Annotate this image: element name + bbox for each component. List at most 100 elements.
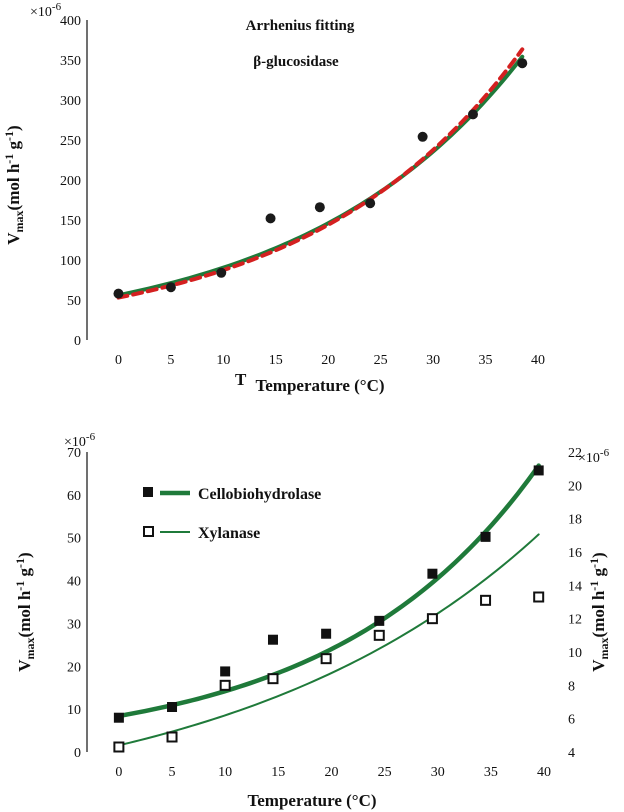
y2-tick-label: 12 <box>568 613 582 628</box>
y2-tick-label: 16 <box>568 546 582 561</box>
y-tick-label: 250 <box>60 134 81 149</box>
data-point-xylanase <box>373 629 385 641</box>
beta-glucosidase-panel: 0 50 100 150 200 250 300 350 400 0 5 10 15 20 25 30 35 4… <box>2 1 545 395</box>
x-axis-prefix: T <box>235 370 247 389</box>
x-tick-label: 0 <box>115 353 122 368</box>
y2-tick-label: 10 <box>568 646 582 661</box>
data-point-cellobiohydrolase <box>113 712 124 723</box>
y-axis-label: Vmax(mol h-1 g-1) <box>2 125 26 244</box>
y2-tick-label: 20 <box>568 479 582 494</box>
x-tick-label: 0 <box>115 765 122 780</box>
legend-marker-cellobiohydrolase <box>143 487 153 497</box>
data-point-cellobiohydrolase <box>321 628 332 639</box>
x-tick-label: 15 <box>269 353 283 368</box>
y2-tick-label: 4 <box>568 746 575 761</box>
data-points <box>113 465 545 753</box>
data-point-xylanase <box>267 673 279 685</box>
legend-label-cellobiohydrolase: Cellobiohydrolase <box>198 486 321 503</box>
y2-tick-labels: 4 6 8 10 12 14 16 18 20 22 <box>568 446 582 761</box>
data-point--glucosidase-data <box>216 267 227 278</box>
y-tick-label: 0 <box>74 746 81 761</box>
data-point-xylanase <box>320 653 332 665</box>
y2-multiplier: ×10-6 <box>578 447 610 466</box>
y2-tick-label: 18 <box>568 513 582 528</box>
x-axis-label: Temperature (°C) <box>247 791 376 810</box>
x-tick-label: 30 <box>431 765 445 780</box>
chart-title: Arrhenius fitting <box>246 18 355 34</box>
y-tick-label: 150 <box>60 214 81 229</box>
data-point--glucosidase-data <box>467 109 478 120</box>
data-point-cellobiohydrolase <box>427 568 438 579</box>
y-tick-label: 40 <box>67 575 81 590</box>
x-tick-label: 35 <box>479 353 493 368</box>
y-tick-label: 50 <box>67 532 81 547</box>
y-tick-label: 70 <box>67 446 81 461</box>
y-multiplier: ×10-6 <box>64 431 96 450</box>
y2-tick-label: 14 <box>568 579 582 594</box>
data-point-cellobiohydrolase <box>374 615 385 626</box>
y-tick-label: 300 <box>60 94 81 109</box>
x-tick-label: 10 <box>216 353 230 368</box>
y2-tick-label: 22 <box>568 446 582 461</box>
data-point-xylanase <box>480 594 492 606</box>
x-tick-label: 25 <box>378 765 392 780</box>
y-tick-labels: 0 10 20 30 40 50 60 70 <box>67 446 81 761</box>
y2-tick-label: 6 <box>568 713 575 728</box>
cellobiohydrolase-xylanase-panel: 0 10 20 30 40 50 60 70 4 6 8 10 12 14 16 18 20 22 0 5 10 15… <box>13 431 611 810</box>
x-tick-labels: 0 5 10 15 20 25 30 35 40 <box>115 765 551 780</box>
fit-line-fit-green <box>116 54 525 298</box>
data-point--glucosidase-data <box>417 131 428 142</box>
data-point--glucosidase-data <box>165 282 176 293</box>
data-point-cellobiohydrolase <box>533 465 544 476</box>
x-tick-label: 20 <box>324 765 338 780</box>
data-point--glucosidase-data <box>265 213 276 224</box>
x-axis-label: Temperature (°C) <box>255 376 384 395</box>
y-tick-label: 20 <box>67 660 81 675</box>
y-axis-label: Vmax(mol h-1 g-1) <box>13 552 37 671</box>
data-point-xylanase <box>533 591 545 603</box>
y2-axis-label: Vmax(mol h-1 g-1) <box>587 552 611 671</box>
data-point--glucosidase-data <box>113 288 124 299</box>
data-point-xylanase <box>426 613 438 625</box>
x-tick-label: 20 <box>321 353 335 368</box>
data-point-cellobiohydrolase <box>220 666 231 677</box>
data-point-xylanase <box>219 679 231 691</box>
y-multiplier: ×10-6 <box>30 1 62 20</box>
data-point--glucosidase-data <box>365 198 376 209</box>
x-tick-label: 35 <box>484 765 498 780</box>
y-tick-label: 400 <box>60 14 81 29</box>
legend-marker-xylanase <box>143 526 154 537</box>
fit-curves <box>116 463 541 747</box>
legend-label-xylanase: Xylanase <box>198 525 260 542</box>
y-tick-label: 200 <box>60 174 81 189</box>
x-tick-label: 30 <box>426 353 440 368</box>
y-tick-label: 0 <box>74 334 81 349</box>
y-tick-label: 100 <box>60 254 81 269</box>
data-points <box>113 58 528 299</box>
data-point--glucosidase-data <box>517 58 528 69</box>
x-tick-label: 10 <box>218 765 232 780</box>
x-tick-label: 40 <box>531 353 545 368</box>
y2-tick-label: 8 <box>568 679 575 694</box>
data-point-xylanase <box>166 731 178 743</box>
chart-subtitle: β-glucosidase <box>253 54 339 70</box>
legend: Cellobiohydrolase Xylanase <box>143 486 321 542</box>
y-tick-labels: 0 50 100 150 200 250 300 350 400 <box>60 14 81 349</box>
fit-curves <box>116 47 525 300</box>
data-point-cellobiohydrolase <box>167 702 178 712</box>
data-point--glucosidase-data <box>314 202 325 213</box>
data-point-xylanase <box>113 741 125 753</box>
x-tick-label: 15 <box>271 765 285 780</box>
data-point-cellobiohydrolase <box>267 634 278 645</box>
fit-line-cellobiohydrolase-fit <box>116 463 541 719</box>
x-tick-label: 25 <box>374 353 388 368</box>
y-tick-label: 10 <box>67 703 81 718</box>
fit-line-fit-red <box>116 47 525 300</box>
fit-line-xylanase-fit <box>117 533 540 747</box>
y-tick-label: 30 <box>67 617 81 632</box>
x-tick-label: 5 <box>167 353 174 368</box>
y-tick-label: 60 <box>67 489 81 504</box>
x-tick-label: 5 <box>169 765 176 780</box>
data-point-cellobiohydrolase <box>480 531 491 542</box>
